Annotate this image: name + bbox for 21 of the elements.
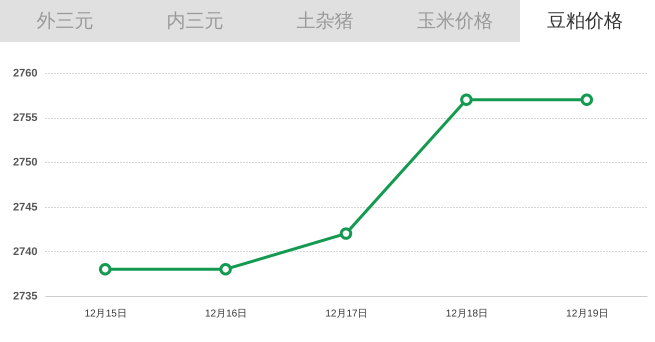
x-tick-label: 12月19日 xyxy=(566,308,608,320)
y-tick-label: 2760 xyxy=(13,68,38,80)
text: 内三元 xyxy=(130,0,260,42)
y-tick-label: 2745 xyxy=(13,201,38,214)
y-tick-label: 2750 xyxy=(13,156,38,169)
text: 外三元 xyxy=(0,0,130,42)
y-tick-label: 2735 xyxy=(13,290,38,302)
x-tick-label: 12月16日 xyxy=(204,308,248,320)
y-tick-label: 2740 xyxy=(13,246,38,258)
text: 玉米价格 xyxy=(390,0,520,42)
x-tick-label: 12月15日 xyxy=(84,308,127,320)
point xyxy=(580,94,594,106)
point xyxy=(460,94,473,106)
chart-title: 豆粕价格 xyxy=(520,0,650,42)
y-tick-label: 2755 xyxy=(13,112,38,124)
x-tick-label: 12月18日 xyxy=(446,308,488,320)
point xyxy=(219,263,232,276)
x-tick-label: 12月17日 xyxy=(325,308,368,320)
point xyxy=(98,263,112,276)
point xyxy=(340,227,352,240)
text: 土杂猪 xyxy=(260,0,390,42)
